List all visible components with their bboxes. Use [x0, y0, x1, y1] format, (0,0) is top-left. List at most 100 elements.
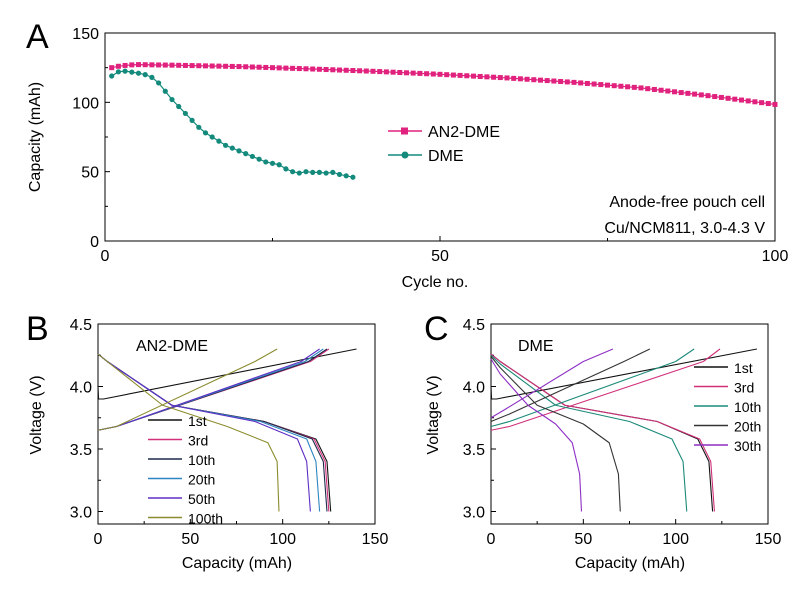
data-point-an2-dme — [283, 65, 289, 71]
legend-label-dme: DME — [428, 148, 464, 165]
data-point-an2-dme — [437, 71, 443, 77]
data-point-dme — [142, 72, 148, 78]
charge-curve-1st — [490, 348, 758, 400]
panel-a: A 0 50 100 0 50 100 150 Cycle no. Capacity (mA… — [26, 18, 788, 291]
data-point-an2-dme — [176, 62, 182, 68]
data-point-dme — [156, 80, 162, 86]
y-tick-label-3-0: 3.0 — [70, 505, 92, 522]
data-point-an2-dme — [156, 62, 162, 68]
data-point-an2-dme — [497, 75, 503, 81]
legend-label-1st: 1st — [734, 360, 753, 376]
data-point-an2-dme — [223, 63, 229, 69]
data-point-dme — [202, 130, 209, 136]
data-point-dme — [350, 174, 356, 180]
data-point-an2-dme — [578, 80, 584, 86]
panel-b-ylabel: Voltage (V) — [28, 375, 45, 454]
y-tick-label-0: 0 — [90, 234, 99, 251]
data-point-an2-dme — [705, 93, 711, 99]
series-line-dme — [111, 70, 354, 178]
x-tick-label-0: 0 — [101, 248, 110, 265]
data-point-dme — [129, 69, 135, 75]
data-point-an2-dme — [511, 75, 517, 81]
data-point-an2-dme — [504, 75, 510, 81]
panel-b-legend: 1st 3rd 10th 20th 50th 100th — [148, 413, 223, 527]
data-point-dme — [236, 148, 242, 154]
legend-label-10th: 10th — [188, 452, 215, 468]
y-tick-label-50: 50 — [81, 165, 99, 182]
data-point-dme — [189, 117, 195, 123]
charge-curve-30th — [490, 348, 614, 419]
data-point-an2-dme — [256, 64, 262, 70]
data-point-an2-dme — [296, 66, 302, 72]
data-point-dme — [223, 142, 229, 148]
data-point-an2-dme — [357, 68, 363, 74]
x-tick-label-0: 0 — [94, 531, 103, 548]
data-point-dme — [216, 138, 222, 144]
y-tick-label-4-5: 4.5 — [70, 317, 92, 334]
data-point-an2-dme — [558, 78, 564, 84]
charge-curve-1st — [97, 348, 357, 400]
panel-a-ylabel: Capacity (mAh) — [27, 82, 44, 192]
y-tick-label-4-5: 4.5 — [463, 317, 485, 334]
y-tick-label-3-5: 3.5 — [463, 442, 485, 459]
data-point-dme — [263, 159, 269, 165]
panel-a-annotation-cell: Anode-free pouch cell — [609, 194, 765, 211]
data-point-an2-dme — [732, 96, 738, 102]
data-point-an2-dme — [611, 83, 617, 89]
data-point-dme — [135, 70, 142, 76]
data-point-an2-dme — [363, 68, 369, 74]
panel-c-title: DME — [518, 338, 554, 355]
y-tick-label-150: 150 — [72, 26, 99, 43]
discharge-curve-100th — [97, 353, 280, 512]
data-point-dme — [336, 171, 343, 178]
panel-b-series — [97, 348, 357, 512]
x-tick-label-50: 50 — [181, 531, 199, 548]
data-point-an2-dme — [290, 65, 296, 71]
data-point-an2-dme — [249, 64, 255, 70]
panel-a-annotation-conditions: Cu/NCM811, 3.0-4.3 V — [604, 220, 765, 237]
data-point-an2-dme — [383, 69, 389, 75]
legend-label-an2-dme: AN2-DME — [428, 124, 500, 141]
data-point-an2-dme — [571, 79, 577, 85]
legend-marker-an2-dme — [401, 127, 408, 135]
data-point-dme — [296, 170, 302, 176]
data-point-dme — [249, 153, 255, 160]
data-point-an2-dme — [759, 100, 765, 106]
x-tick-label-100: 100 — [269, 531, 296, 548]
data-point-an2-dme — [270, 65, 275, 71]
charge-curve-20th — [97, 348, 324, 431]
data-point-an2-dme — [685, 90, 691, 96]
data-point-an2-dme — [417, 70, 423, 76]
data-point-an2-dme — [337, 67, 342, 73]
x-tick-label-50: 50 — [431, 248, 449, 265]
data-point-an2-dme — [678, 90, 684, 96]
data-point-an2-dme — [477, 73, 483, 79]
data-point-an2-dme — [672, 89, 677, 95]
x-tick-label-0: 0 — [487, 531, 496, 548]
panel-c-letter: C — [424, 310, 449, 348]
data-point-an2-dme — [745, 98, 751, 104]
data-point-an2-dme — [203, 63, 208, 69]
data-point-dme — [169, 96, 175, 103]
data-point-an2-dme — [209, 63, 215, 69]
x-tick-label-100: 100 — [662, 531, 689, 548]
data-point-dme — [196, 124, 202, 130]
y-tick-label-3-0: 3.0 — [463, 505, 485, 522]
data-point-dme — [330, 169, 336, 175]
data-point-an2-dme — [122, 62, 128, 68]
data-point-an2-dme — [310, 66, 316, 72]
legend-marker-dme — [401, 151, 409, 159]
data-point-an2-dme — [457, 72, 463, 78]
data-point-an2-dme — [598, 82, 604, 88]
legend-label-100th: 100th — [188, 511, 223, 527]
panel-c-xlabel: Capacity (mAh) — [575, 555, 685, 572]
legend-label-20th: 20th — [188, 472, 215, 488]
discharge-curve-30th — [490, 358, 583, 512]
data-point-an2-dme — [752, 99, 758, 105]
data-point-an2-dme — [129, 62, 135, 68]
data-point-dme — [109, 73, 115, 79]
data-point-dme — [290, 169, 296, 175]
x-tick-label-150: 150 — [755, 531, 782, 548]
data-point-dme — [276, 162, 282, 168]
data-point-an2-dme — [631, 84, 637, 90]
